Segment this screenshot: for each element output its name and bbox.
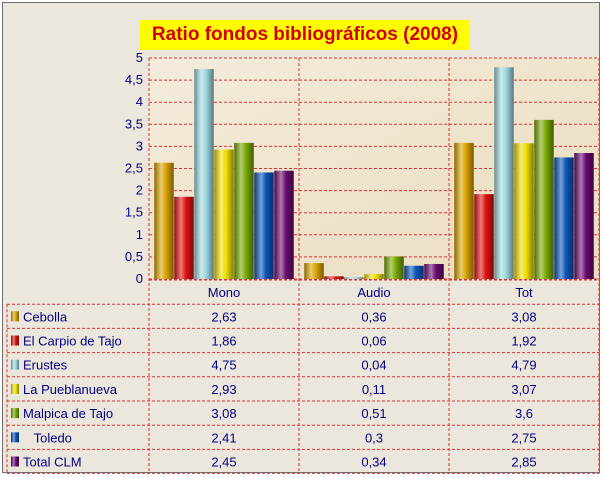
y-tick-label: 0,5 xyxy=(125,249,143,264)
bar xyxy=(554,157,574,279)
data-cell: 1,86 xyxy=(211,334,236,349)
data-cell: 4,79 xyxy=(511,358,536,373)
legend-label: El Carpio de Tajo xyxy=(23,334,122,349)
bar xyxy=(534,119,554,279)
data-cell: 0,34 xyxy=(361,455,386,470)
legend-swatch xyxy=(11,456,19,467)
data-cell: 2,85 xyxy=(511,455,536,470)
chart-frame: 0 0,5 1 1,5 2 2,5 3 3,5 4 4,5 5 Mono Audio Tot Ceboll… xyxy=(2,2,600,474)
bars-group xyxy=(154,67,594,279)
legend-swatch xyxy=(11,335,19,346)
legend-swatch xyxy=(11,311,19,322)
legend-swatch xyxy=(11,408,19,419)
data-cell: 2,75 xyxy=(511,430,536,445)
y-tick-label: 1,5 xyxy=(125,205,143,220)
bar xyxy=(404,265,424,279)
bar xyxy=(574,153,594,279)
data-table: Mono Audio Tot Cebolla 2,63 0,36 3,08 El Carpio… xyxy=(6,58,600,474)
y-tick-label: 3,5 xyxy=(125,116,143,131)
legend-label: Toledo xyxy=(23,430,72,445)
bar xyxy=(514,143,534,279)
y-tick-label: 2 xyxy=(136,183,143,198)
bar xyxy=(424,263,444,279)
bar xyxy=(274,170,294,279)
legend-label: Malpica de Tajo xyxy=(23,406,113,421)
y-tick-label: 2,5 xyxy=(125,161,143,176)
data-cell: 0,36 xyxy=(361,309,386,324)
y-tick-label: 4,5 xyxy=(125,72,143,87)
bar xyxy=(194,69,214,279)
bar xyxy=(234,142,254,279)
bar xyxy=(344,277,364,279)
bar xyxy=(384,256,404,279)
bar xyxy=(474,194,494,279)
chart-title: Ratio fondos bibliográficos (2008) xyxy=(140,20,470,50)
data-cell: 2,93 xyxy=(211,382,236,397)
data-cell: 3,07 xyxy=(511,382,536,397)
data-cell: 0,04 xyxy=(361,358,386,373)
data-cell: 0,51 xyxy=(361,406,386,421)
data-cell: 2,45 xyxy=(211,455,236,470)
data-cell: 2,63 xyxy=(211,309,236,324)
y-tick-label: 1 xyxy=(136,227,143,242)
bar xyxy=(304,263,324,279)
data-cell: 3,6 xyxy=(515,406,533,421)
data-cell: 0,3 xyxy=(365,430,383,445)
bar xyxy=(174,196,194,279)
bar xyxy=(364,274,384,279)
category-label: Tot xyxy=(515,285,533,300)
y-tick-label: 4 xyxy=(136,94,143,109)
data-cell: 1,92 xyxy=(511,334,536,349)
legend-swatch xyxy=(11,359,19,370)
data-cell: 0,06 xyxy=(361,334,386,349)
bar xyxy=(154,162,174,279)
bar xyxy=(214,149,234,279)
legend-swatch xyxy=(11,432,19,443)
legend-swatch xyxy=(11,383,19,394)
data-cell: 4,75 xyxy=(211,358,236,373)
category-label: Mono xyxy=(208,285,241,300)
y-tick-label: 5 xyxy=(136,50,143,65)
bar xyxy=(324,276,344,279)
data-cell: 3,08 xyxy=(211,406,236,421)
chart-canvas: 00,511,522,533,544,55 Mono Audio TotCeboll… xyxy=(6,50,600,474)
legend-label: Erustes xyxy=(23,358,68,373)
legend-label: La Pueblanueva xyxy=(23,382,118,397)
bar xyxy=(454,142,474,279)
y-tick-label: 3 xyxy=(136,138,143,153)
category-label: Audio xyxy=(357,285,390,300)
bar xyxy=(254,172,274,279)
y-tick-label: 0 xyxy=(136,271,143,286)
legend-label: Total CLM xyxy=(23,455,82,470)
legend-label: Cebolla xyxy=(23,309,68,324)
bar xyxy=(494,67,514,279)
data-cell: 3,08 xyxy=(511,309,536,324)
data-cell: 0,11 xyxy=(362,382,386,397)
data-cell: 2,41 xyxy=(211,430,236,445)
y-axis-ticks: 0 0,5 1 1,5 2 2,5 3 3,5 4 4,5 5 xyxy=(125,50,143,286)
